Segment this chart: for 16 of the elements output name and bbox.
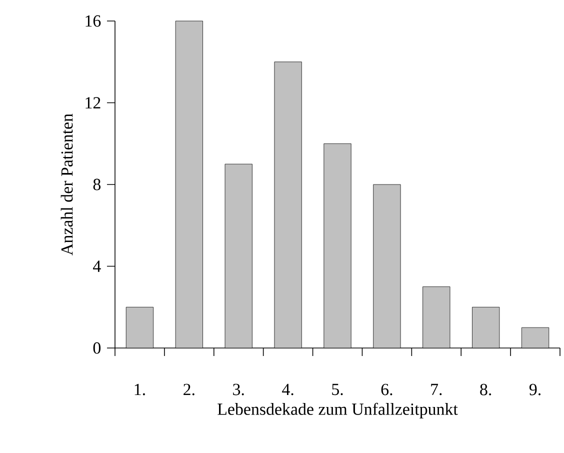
y-tick-label: 4 (93, 260, 101, 272)
x-tick-label: 3. (233, 384, 244, 396)
x-tick-label: 7. (431, 384, 442, 396)
x-tick-label: 5. (332, 384, 343, 396)
y-tick-label: 8 (93, 178, 101, 190)
x-tick-label: 4. (282, 384, 294, 396)
y-tick-label: 12 (86, 97, 100, 108)
y-tick-label: 0 (93, 342, 101, 354)
x-tick-label: 9. (529, 384, 541, 396)
x-tick-label: 6. (381, 384, 392, 396)
x-tick-label: 8. (480, 384, 492, 396)
x-tick-label: 1. (134, 384, 145, 396)
x-axis-title: Lebensdekade zum Unfallzeitpunkt (218, 402, 458, 418)
y-axis-title: Anzahl der Patienten (60, 114, 73, 256)
y-tick-label: 16 (86, 15, 101, 27)
x-tick-label: 2. (184, 384, 194, 396)
